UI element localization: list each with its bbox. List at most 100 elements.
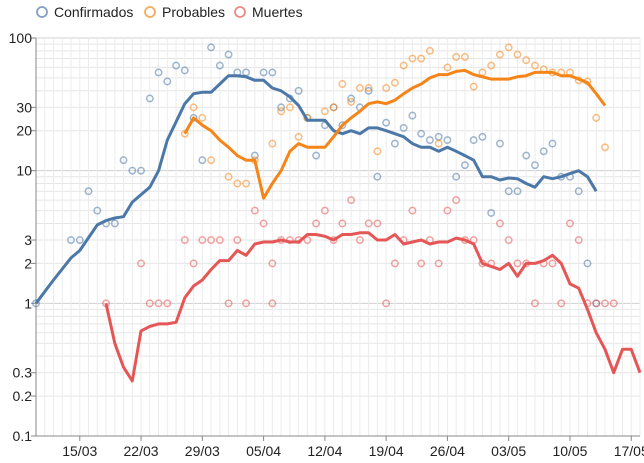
data-point <box>268 259 277 268</box>
data-point <box>417 54 426 63</box>
x-tick-label: 05/04 <box>246 443 281 459</box>
data-point <box>390 259 399 268</box>
data-point <box>460 161 469 170</box>
data-point <box>145 299 154 308</box>
data-point <box>338 80 347 88</box>
data-point <box>224 50 233 59</box>
y-tick-label: 30 <box>16 99 32 115</box>
data-point <box>154 299 163 308</box>
data-point <box>207 43 216 52</box>
x-tick-label: 10/05 <box>552 443 587 459</box>
data-point <box>84 187 93 196</box>
x-tick-label: 03/05 <box>491 443 526 459</box>
data-point <box>189 259 198 268</box>
data-point <box>399 61 408 70</box>
data-point <box>373 147 382 156</box>
x-tick-label: 29/03 <box>185 443 220 459</box>
data-point <box>390 139 399 148</box>
data-point <box>504 187 513 196</box>
data-point <box>312 219 321 228</box>
data-point <box>478 132 487 141</box>
data-point <box>522 56 531 65</box>
data-point <box>347 97 356 106</box>
data-point <box>460 52 469 61</box>
data-point <box>504 236 513 244</box>
data-point <box>355 236 364 244</box>
data-point <box>312 151 321 160</box>
data-point <box>425 46 434 55</box>
data-point <box>207 236 216 244</box>
data-point <box>548 139 557 148</box>
data-point <box>557 299 566 308</box>
data-point <box>592 299 601 308</box>
data-point <box>294 86 303 95</box>
data-point <box>119 156 128 165</box>
data-point <box>495 219 504 228</box>
data-point <box>320 206 329 215</box>
data-point <box>495 50 504 59</box>
y-tick-label: 2 <box>24 255 32 271</box>
data-point <box>180 129 189 138</box>
data-point <box>268 139 277 148</box>
data-point <box>513 50 522 59</box>
data-point <box>277 107 286 116</box>
data-point <box>399 123 408 132</box>
x-tick-label: 12/04 <box>307 443 342 459</box>
data-point <box>382 299 391 308</box>
data-point <box>67 236 75 244</box>
data-point <box>452 172 461 181</box>
data-point <box>145 94 154 103</box>
data-point <box>163 77 172 86</box>
data-point <box>364 86 373 95</box>
data-point <box>137 259 145 268</box>
data-point <box>154 68 163 77</box>
data-point <box>574 236 583 244</box>
data-point <box>320 107 329 116</box>
trend-lines <box>34 68 642 383</box>
y-tick-label: 3 <box>24 232 32 248</box>
data-point <box>163 299 172 308</box>
data-point <box>504 43 513 52</box>
data-point <box>417 129 426 138</box>
data-point <box>180 236 189 244</box>
data-point <box>224 172 233 181</box>
legend-symbol <box>36 6 48 18</box>
data-point <box>566 219 574 228</box>
data-point <box>250 206 259 215</box>
data-point <box>128 166 137 175</box>
data-point <box>338 121 347 130</box>
data-point <box>609 299 618 308</box>
data-point <box>469 82 478 91</box>
data-point <box>110 219 119 228</box>
data-point <box>408 111 417 120</box>
y-tick-label: 0.2 <box>13 388 33 404</box>
data-point <box>452 196 461 205</box>
data-point <box>303 236 312 244</box>
data-point <box>93 206 102 215</box>
data-point <box>338 219 347 228</box>
data-point <box>224 299 233 308</box>
data-point <box>259 219 268 228</box>
trend-line-muertes <box>104 231 642 383</box>
data-point <box>434 259 443 268</box>
data-point <box>373 172 382 181</box>
data-point <box>242 299 251 308</box>
legend-symbol <box>144 6 156 18</box>
data-point <box>364 219 373 228</box>
data-point <box>452 52 461 61</box>
data-point <box>417 259 426 268</box>
data-point <box>382 118 391 127</box>
trend-line-probables <box>183 68 607 200</box>
data-point <box>137 166 145 175</box>
data-point <box>601 143 609 152</box>
data-point <box>434 139 443 148</box>
data-point <box>347 94 356 103</box>
legend: Confirmados Probables Muertes <box>36 4 303 20</box>
data-point <box>443 206 452 215</box>
data-point <box>601 299 609 308</box>
data-point <box>189 103 198 112</box>
data-point <box>294 132 303 141</box>
y-tick-label: 10 <box>16 163 32 179</box>
data-point <box>443 136 452 145</box>
